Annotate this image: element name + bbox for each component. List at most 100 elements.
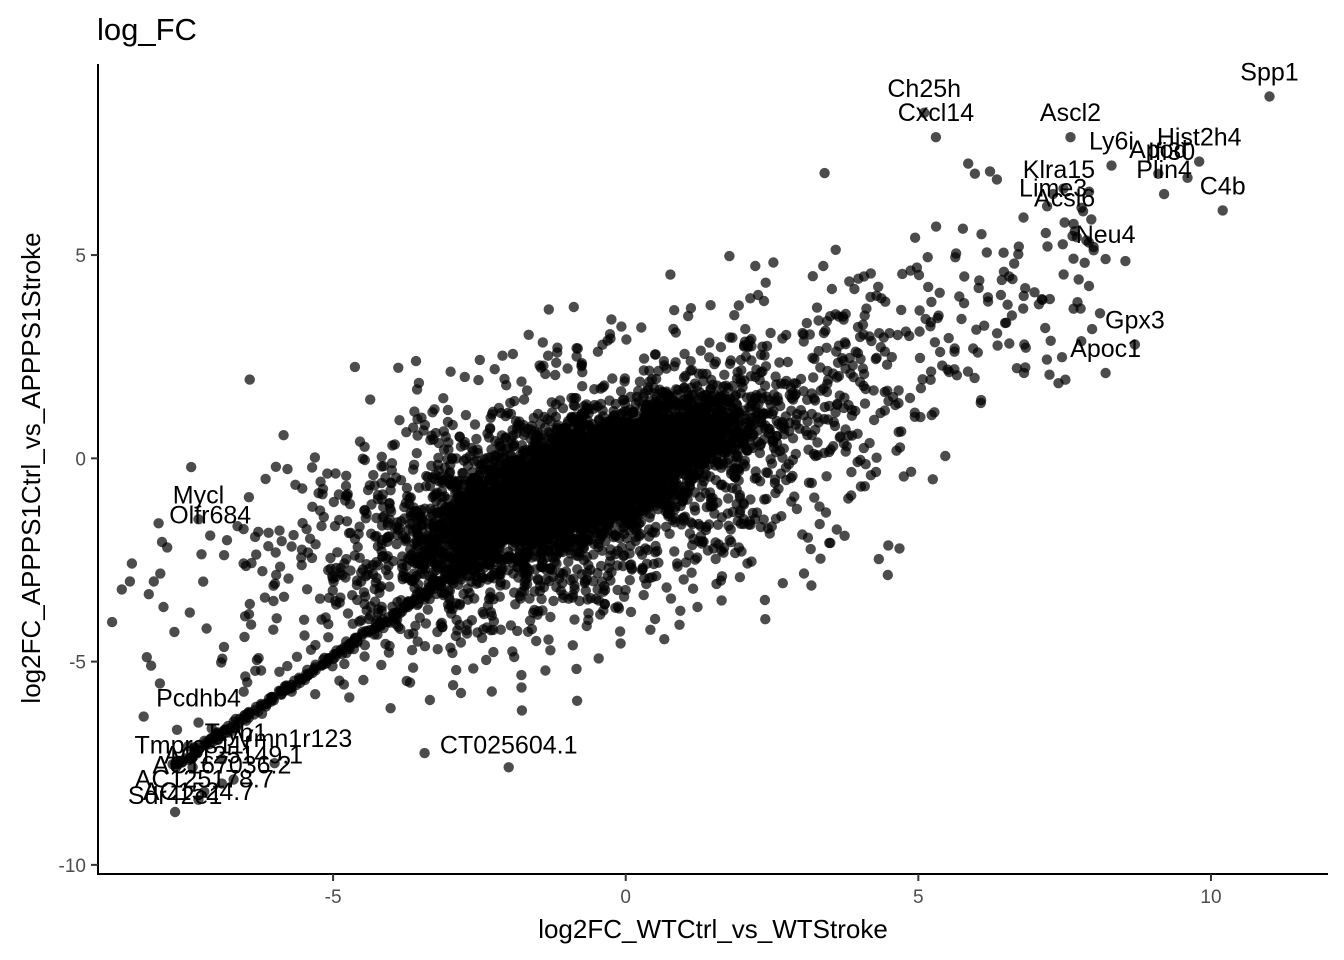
data-point <box>371 512 382 524</box>
data-point <box>260 473 271 485</box>
data-point <box>571 695 583 706</box>
points-layer <box>106 91 1275 818</box>
data-point <box>634 376 646 387</box>
data-point <box>1041 354 1053 365</box>
data-point <box>766 458 778 469</box>
data-point <box>460 453 472 464</box>
data-point <box>507 424 518 436</box>
data-point <box>512 625 523 637</box>
data-point <box>340 480 352 492</box>
data-point <box>706 374 717 385</box>
data-point <box>271 569 282 581</box>
data-point <box>791 503 803 515</box>
data-point <box>896 304 907 316</box>
data-point <box>814 518 825 530</box>
data-point <box>162 542 173 553</box>
data-point <box>455 687 467 699</box>
data-point <box>795 373 807 385</box>
data-point <box>371 572 382 584</box>
data-point <box>304 533 316 544</box>
data-point <box>595 398 607 410</box>
data-point <box>516 376 527 387</box>
data-point <box>518 394 530 405</box>
data-point <box>686 567 697 578</box>
data-point <box>307 501 318 512</box>
data-point <box>358 587 370 598</box>
data-point <box>341 553 352 565</box>
data-point <box>760 361 772 372</box>
data-point <box>259 592 271 603</box>
data-point <box>567 640 578 651</box>
data-point <box>577 367 588 378</box>
data-point <box>815 553 826 564</box>
data-point <box>391 539 402 550</box>
data-point <box>366 528 377 539</box>
data-point <box>282 463 293 475</box>
data-point <box>352 541 363 553</box>
data-point <box>271 613 282 624</box>
data-point <box>607 373 618 384</box>
data-point <box>588 549 599 560</box>
data-point <box>733 542 745 553</box>
data-point <box>724 250 735 262</box>
data-point <box>606 314 617 325</box>
data-point <box>680 394 691 405</box>
chart-title: log_FC <box>97 12 197 47</box>
data-point <box>314 593 326 604</box>
data-point <box>221 535 233 546</box>
data-point <box>846 466 857 478</box>
data-point <box>270 461 282 472</box>
data-point <box>274 666 285 677</box>
data-point <box>432 644 443 655</box>
data-point <box>442 416 454 428</box>
data-point <box>809 395 821 406</box>
data-point <box>731 449 742 461</box>
data-point <box>383 647 395 658</box>
data-point <box>770 371 781 382</box>
data-point <box>420 481 432 492</box>
data-point <box>754 447 766 459</box>
data-point <box>523 329 534 340</box>
data-point <box>341 516 353 527</box>
data-point <box>811 302 823 313</box>
data-point <box>414 612 425 623</box>
data-point <box>427 407 438 418</box>
data-point <box>516 705 528 716</box>
data-point <box>268 595 279 607</box>
data-point <box>710 553 721 565</box>
data-point <box>669 546 680 557</box>
data-point <box>806 580 817 591</box>
data-point <box>821 342 832 353</box>
data-point <box>344 692 355 703</box>
data-point <box>661 363 672 374</box>
data-point <box>410 355 422 367</box>
data-point <box>263 527 274 538</box>
data-point <box>540 368 551 380</box>
data-point <box>251 549 262 560</box>
data-point <box>419 641 431 652</box>
data-point <box>401 427 412 438</box>
data-point <box>322 468 333 479</box>
data-point <box>356 567 367 578</box>
data-point <box>545 645 556 656</box>
data-point <box>543 634 554 645</box>
data-point <box>661 582 672 593</box>
data-point <box>719 369 730 380</box>
data-point <box>1044 369 1055 380</box>
data-point <box>339 658 350 670</box>
data-point <box>665 593 677 604</box>
data-point <box>198 576 209 587</box>
data-point <box>615 638 626 649</box>
data-point <box>489 364 500 375</box>
data-point <box>378 461 389 472</box>
data-point <box>687 583 699 594</box>
data-point <box>782 356 793 368</box>
data-point <box>218 550 230 561</box>
data-point <box>459 371 470 383</box>
data-point <box>499 373 510 385</box>
data-point <box>314 505 326 516</box>
data-point <box>781 329 792 341</box>
data-point <box>218 641 230 653</box>
data-point <box>270 547 281 558</box>
